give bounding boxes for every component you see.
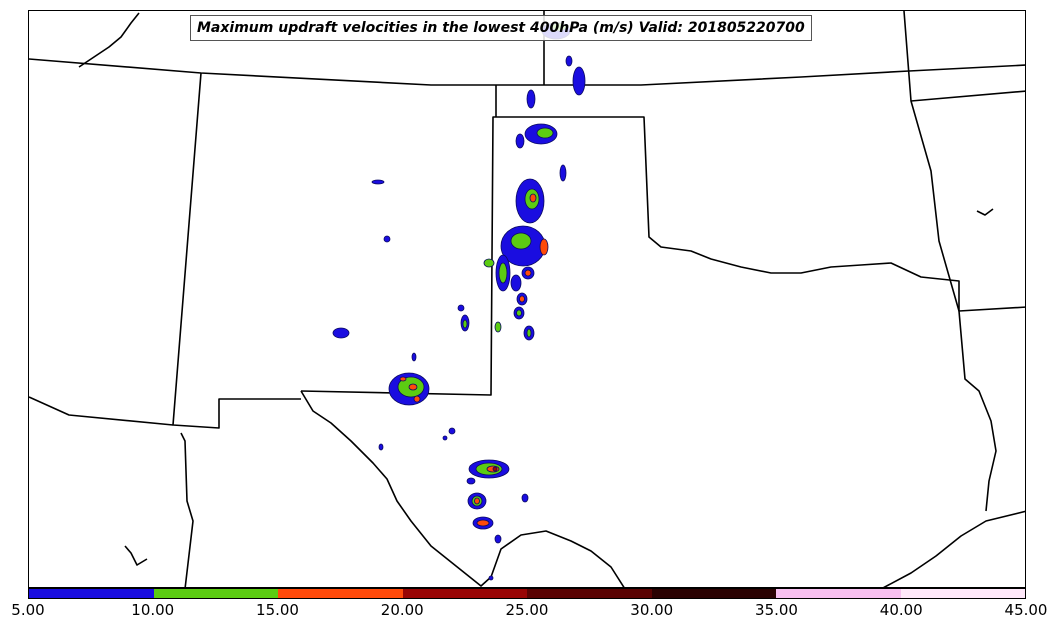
state-boundary-la-tx <box>958 310 997 512</box>
storm-cell <box>521 493 529 503</box>
storm-cell <box>494 534 502 544</box>
colorbar-tick-label: 10.00 <box>131 601 175 619</box>
state-boundary-west-az <box>29 396 174 426</box>
storm-cell <box>383 235 391 243</box>
map-panel <box>28 10 1026 588</box>
storm-cell <box>442 435 448 441</box>
colorbar-tick-label: 25.00 <box>505 601 549 619</box>
storm-cell <box>399 376 407 382</box>
colorbar-tick-label: 30.00 <box>630 601 674 619</box>
storm-cell <box>462 319 468 329</box>
storm-cell <box>524 269 532 277</box>
storm-cell <box>466 477 476 485</box>
island-outline <box>976 208 994 216</box>
state-boundary-nm-tx <box>300 116 960 396</box>
rio-grande <box>300 390 625 587</box>
storm-cell <box>457 304 465 312</box>
colorbar-segment <box>527 589 652 598</box>
colorbar-segment <box>776 589 901 598</box>
state-boundary-nm-west <box>172 72 301 429</box>
colorbar-tick-label: 20.00 <box>380 601 424 619</box>
lake-outline <box>124 545 148 566</box>
state-boundary-ne <box>910 90 1025 102</box>
storm-cell <box>510 232 532 250</box>
storm-cell <box>378 443 384 451</box>
colorbar-tick-labels: 5.00 10.00 15.00 20.00 25.00 30.00 35.00 40.00 4… <box>0 601 1060 621</box>
colorbar-tick-label: 45.00 <box>1004 601 1048 619</box>
colorbar-tick-label: 40.00 <box>879 601 923 619</box>
storm-cell <box>332 327 350 339</box>
storm-cell <box>565 55 573 67</box>
colorbar-segment <box>153 589 278 598</box>
colorbar-segment <box>900 589 1025 598</box>
colorbar <box>28 588 1026 599</box>
storm-cell <box>516 309 522 317</box>
state-boundary-mo-east <box>903 11 1025 312</box>
storm-cell <box>510 274 522 292</box>
storm-cell <box>492 466 498 472</box>
storm-cell <box>515 133 525 149</box>
storm-cell <box>371 179 385 185</box>
storm-cell <box>474 497 480 505</box>
pacific-coast <box>78 12 140 68</box>
colorbar-tick-label: 5.00 <box>11 601 45 619</box>
colorbar-segment <box>29 589 154 598</box>
map-canvas <box>29 11 1025 587</box>
state-boundary-north <box>29 58 1025 86</box>
colorbar-segment <box>651 589 776 598</box>
storm-cell <box>494 321 502 333</box>
gulf-coast <box>883 510 1025 587</box>
storm-cell <box>408 383 418 391</box>
colorbar-tick-label: 35.00 <box>755 601 798 619</box>
storm-cell <box>519 295 525 303</box>
storm-cell <box>539 238 549 256</box>
storm-cell <box>413 395 421 403</box>
storm-cell <box>488 575 494 581</box>
storm-cell <box>529 193 537 203</box>
colorbar-segment <box>278 589 403 598</box>
state-boundary-mexico-az <box>180 432 194 587</box>
map-title: Maximum updraft velocities in the lowest… <box>190 15 812 41</box>
storm-cell <box>411 352 417 362</box>
storm-cell <box>559 164 567 182</box>
storm-cell <box>572 66 586 96</box>
storm-cell <box>476 519 490 527</box>
storm-cell <box>526 89 536 109</box>
storm-cell <box>498 262 508 284</box>
storm-cell <box>526 328 532 338</box>
colorbar-segment <box>402 589 527 598</box>
storm-cell <box>483 258 495 268</box>
storm-cell <box>536 127 554 139</box>
colorbar-tick-label: 15.00 <box>256 601 299 619</box>
storm-cell <box>448 427 456 435</box>
